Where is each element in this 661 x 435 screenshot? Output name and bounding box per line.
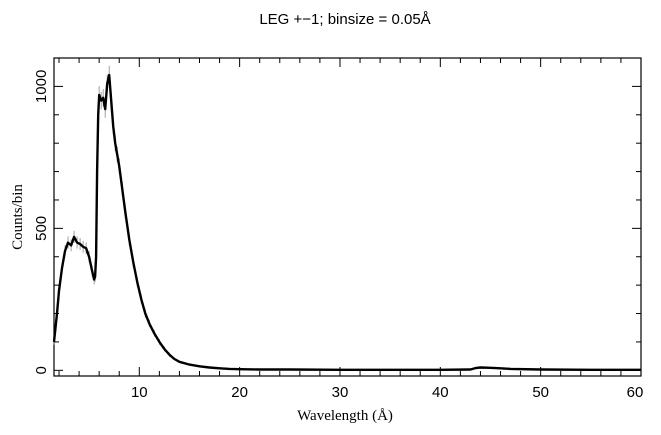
spectrum-line — [52, 73, 641, 371]
x-tick-label: 10 — [131, 384, 148, 401]
y-tick-label: 500 — [33, 216, 50, 241]
x-tick-label: 50 — [532, 384, 549, 401]
plot-frame — [53, 57, 642, 377]
chart-title: LEG +−1; binsize = 0.05Å — [259, 11, 430, 28]
x-axis-label: Wavelength (Å) — [297, 408, 393, 424]
x-tick-label: 40 — [432, 384, 449, 401]
x-tick-label: 30 — [332, 384, 349, 401]
y-tick-label: 1000 — [33, 70, 50, 103]
y-tick-label: 0 — [33, 366, 50, 374]
y-axis-label: Counts/bin — [10, 184, 26, 250]
y-axis: 0 500 1000 — [33, 70, 641, 374]
x-axis: 10 20 30 40 50 60 — [58, 58, 644, 401]
x-tick-label: 60 — [627, 384, 644, 401]
x-tick-label: 20 — [231, 384, 248, 401]
